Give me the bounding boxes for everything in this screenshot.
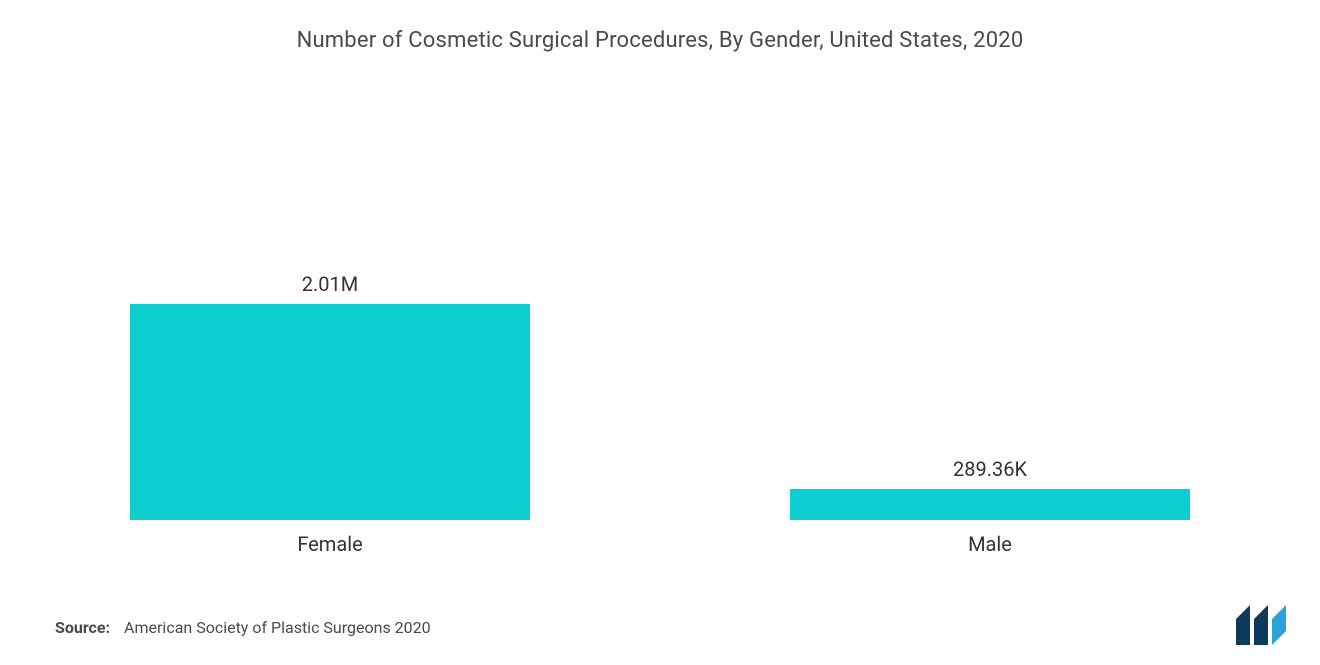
bar-category-label: Male (790, 532, 1190, 556)
source-label: Source: (55, 618, 110, 637)
brand-logo (1236, 605, 1290, 645)
mordor-logo-icon (1236, 605, 1290, 645)
bar (790, 489, 1190, 520)
bar-value-label: 289.36K (790, 457, 1190, 481)
bar-group: 2.01MFemale (130, 90, 530, 520)
bar (130, 304, 530, 520)
chart-container: Number of Cosmetic Surgical Procedures, … (0, 0, 1320, 665)
source-text: American Society of Plastic Surgeons 202… (124, 618, 431, 637)
bar-group: 289.36KMale (790, 90, 1190, 520)
source-row: Source: American Society of Plastic Surg… (55, 618, 431, 637)
chart-plot-area: 2.01MFemale 289.36KMale (130, 90, 1190, 520)
chart-title: Number of Cosmetic Surgical Procedures, … (0, 28, 1320, 53)
bar-value-label: 2.01M (130, 272, 530, 296)
bar-category-label: Female (130, 532, 530, 556)
